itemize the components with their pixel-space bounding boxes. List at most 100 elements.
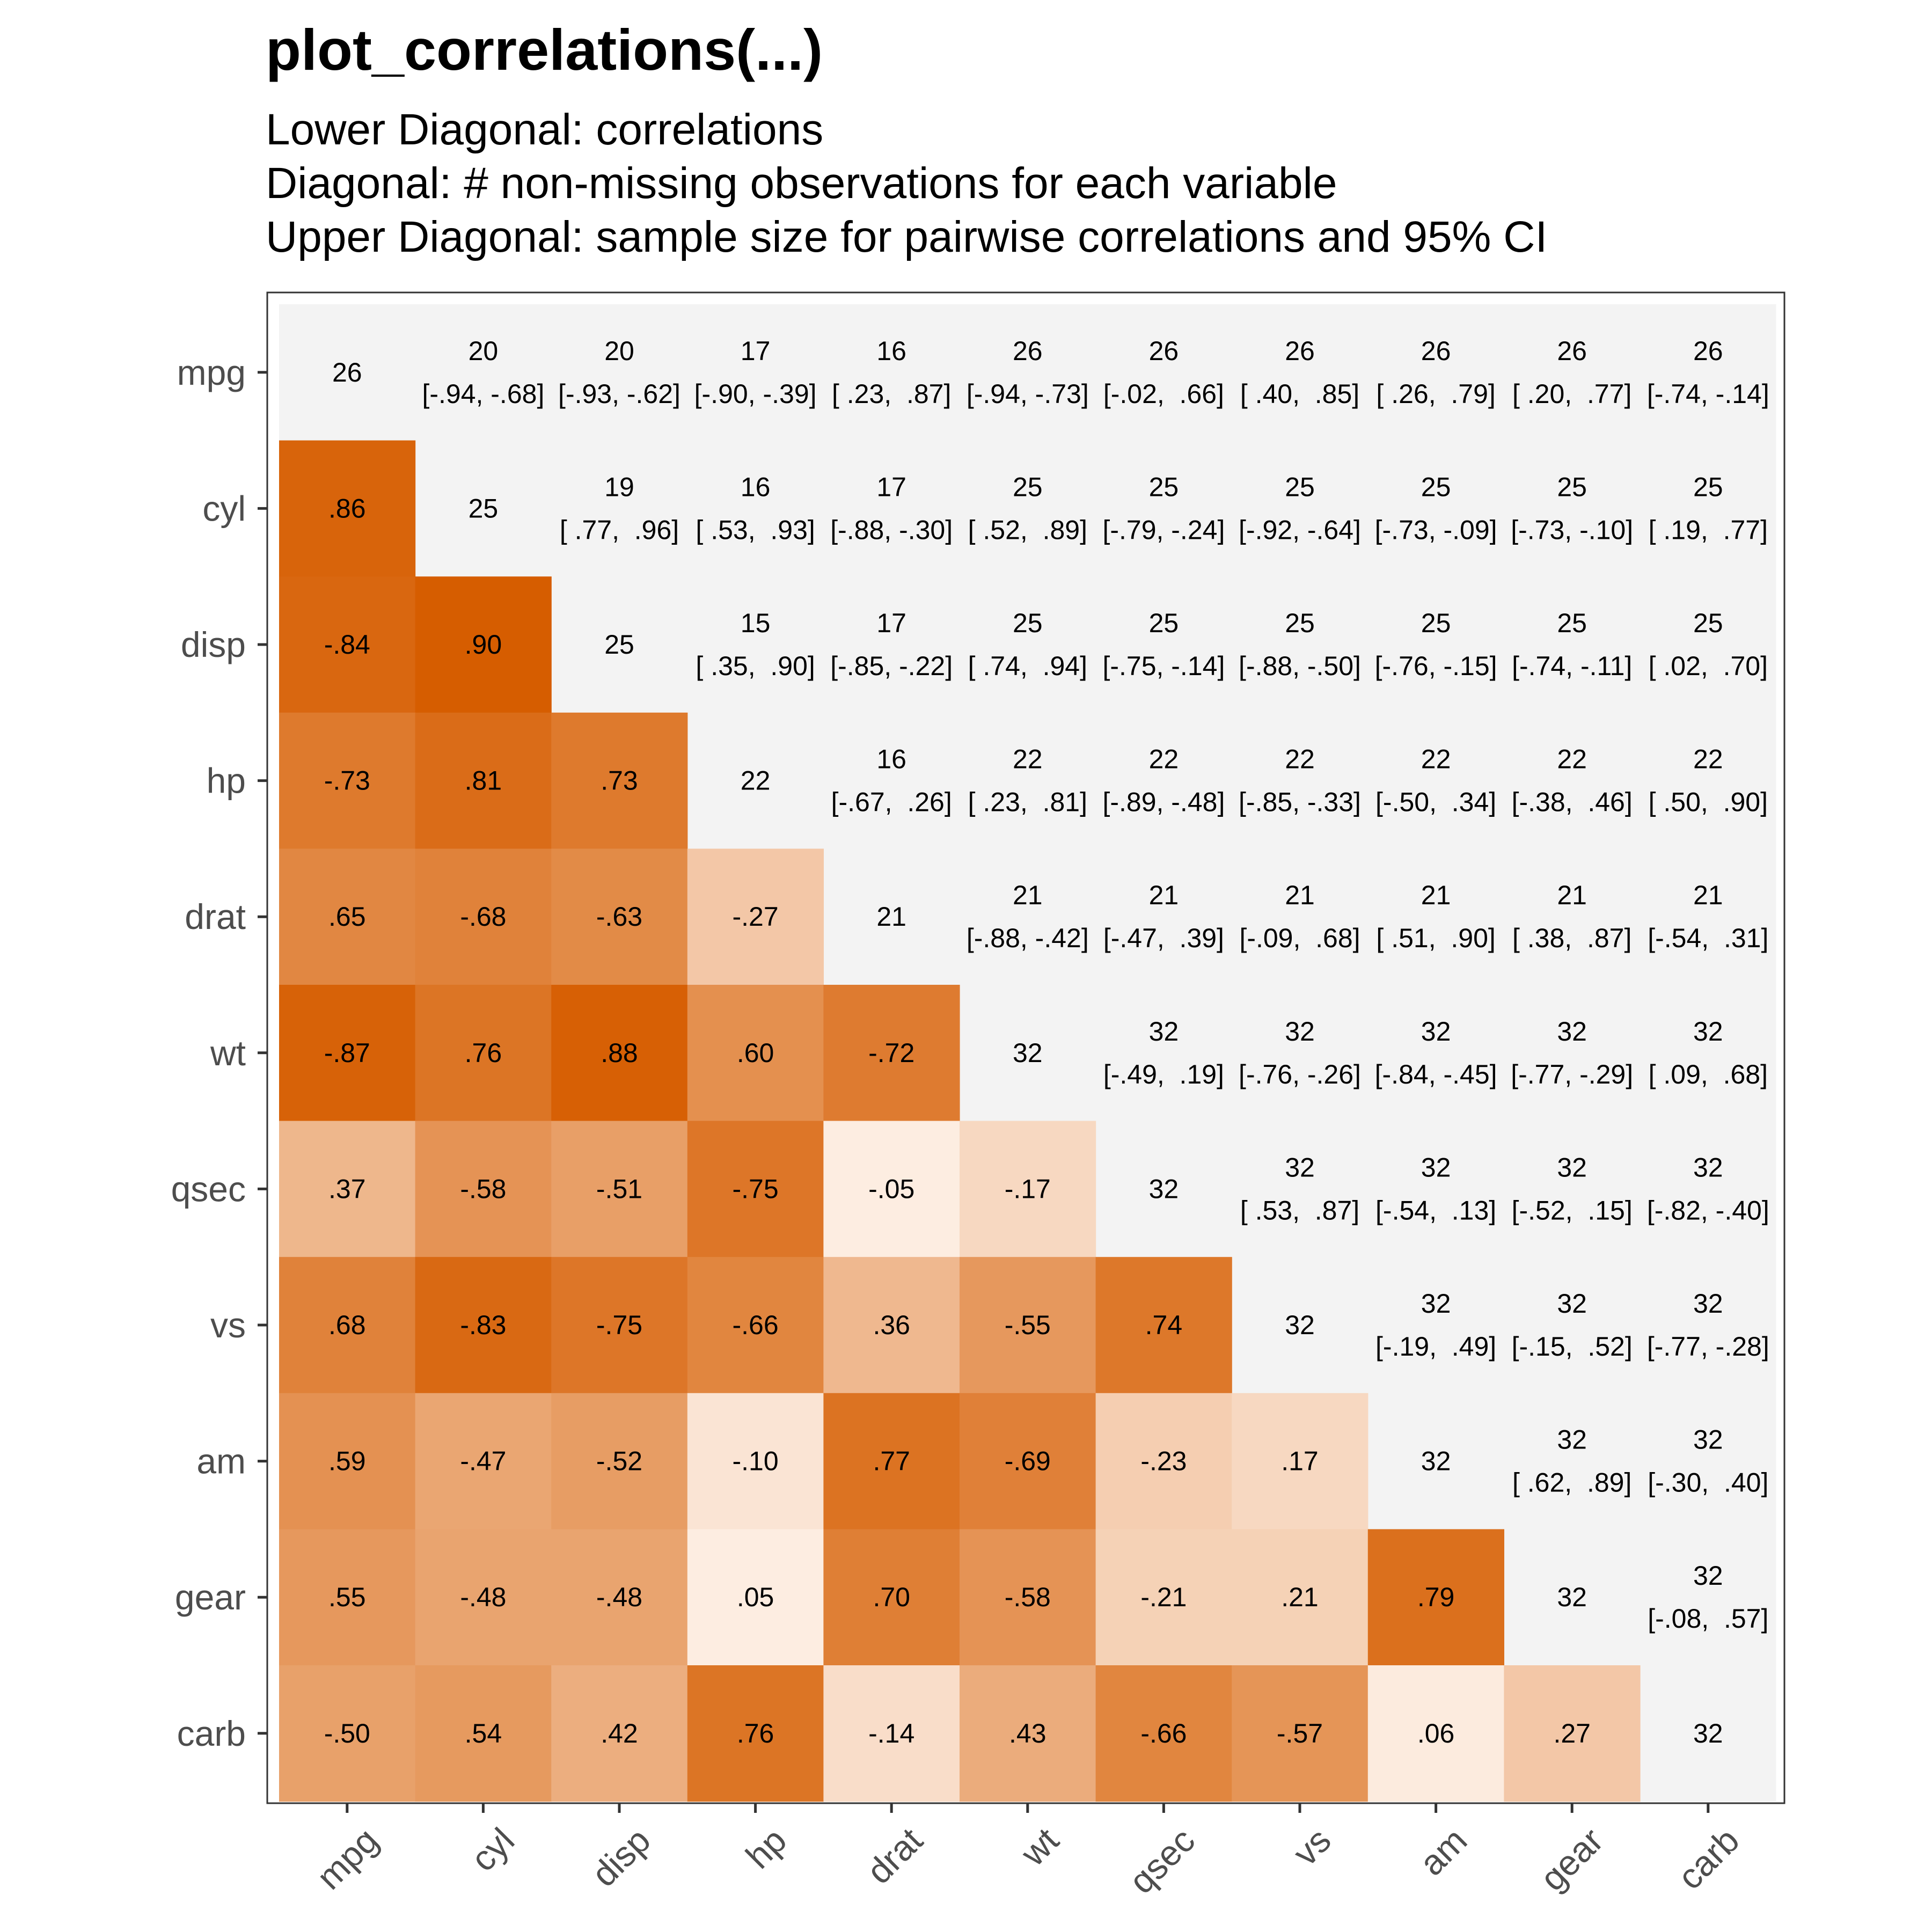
tile-gear-cyl	[415, 1529, 552, 1666]
tile-carb-mpg	[279, 1665, 416, 1802]
ci-label-disp-qsec: [-.75, -.14]	[1102, 651, 1225, 681]
tile-hp-cyl	[415, 712, 552, 849]
ci-label-disp-drat: [-.85, -.22]	[830, 651, 953, 681]
diagonal-n-label-am: 32	[1421, 1446, 1451, 1476]
pair-n-label-mpg-hp: 17	[741, 336, 771, 366]
pair-n-label-cyl-hp: 16	[741, 472, 771, 502]
correlation-label-am-mpg: .59	[328, 1446, 366, 1476]
tile-qsec-drat	[823, 1121, 960, 1257]
correlation-label-drat-hp: -.27	[733, 902, 779, 932]
pair-n-label-cyl-carb: 25	[1693, 472, 1723, 502]
pair-n-label-drat-qsec: 21	[1149, 880, 1179, 910]
pair-n-label-gear-carb: 32	[1693, 1561, 1723, 1591]
diagonal-n-label-qsec: 32	[1149, 1174, 1179, 1204]
tile-cyl-mpg	[279, 440, 416, 577]
correlation-label-wt-mpg: -.87	[324, 1038, 370, 1068]
ci-label-disp-carb: [ .02, .70]	[1649, 651, 1768, 681]
pair-n-label-disp-drat: 17	[876, 608, 906, 638]
correlation-label-carb-wt: .43	[1009, 1718, 1046, 1748]
pair-n-label-hp-qsec: 22	[1149, 744, 1179, 774]
pair-n-label-mpg-disp: 20	[604, 336, 634, 366]
tile-am-cyl	[415, 1393, 552, 1529]
correlation-label-wt-disp: .88	[601, 1038, 638, 1068]
ci-label-qsec-vs: [ .53, .87]	[1240, 1195, 1359, 1225]
diagonal-n-label-vs: 32	[1285, 1310, 1315, 1340]
tile-drat-mpg	[279, 848, 416, 985]
ci-label-mpg-gear: [ .20, .77]	[1512, 379, 1631, 409]
tile-vs-cyl	[415, 1257, 552, 1394]
panel-border	[266, 291, 1785, 1804]
pair-n-label-cyl-vs: 25	[1285, 472, 1315, 502]
ci-label-cyl-gear: [-.73, -.10]	[1511, 515, 1633, 545]
ci-label-vs-am: [-.19, .49]	[1375, 1331, 1496, 1362]
ci-label-mpg-hp: [-.90, -.39]	[694, 379, 817, 409]
ci-label-cyl-wt: [ .52, .89]	[968, 515, 1087, 545]
correlation-label-vs-wt: -.55	[1005, 1310, 1051, 1340]
ci-label-hp-gear: [-.38, .46]	[1512, 787, 1633, 817]
pair-n-label-drat-vs: 21	[1285, 880, 1315, 910]
pair-n-label-cyl-disp: 19	[604, 472, 634, 502]
ci-label-am-carb: [-.30, .40]	[1648, 1468, 1768, 1498]
tile-am-qsec	[1095, 1393, 1232, 1529]
pair-n-label-wt-carb: 32	[1693, 1016, 1723, 1046]
correlation-label-am-vs: .17	[1281, 1446, 1319, 1476]
pair-n-label-mpg-cyl: 20	[469, 336, 499, 366]
x-tick-label-mpg: mpg	[309, 1820, 386, 1897]
tile-wt-mpg	[279, 985, 416, 1122]
correlation-label-carb-drat: -.14	[868, 1718, 914, 1748]
x-tick-label-vs: vs	[1285, 1820, 1338, 1874]
correlation-label-drat-disp: -.63	[596, 902, 642, 932]
correlation-label-vs-cyl: -.83	[460, 1310, 506, 1340]
tile-drat-hp	[687, 848, 824, 985]
correlation-label-disp-mpg: -.84	[324, 630, 370, 660]
ci-label-disp-vs: [-.88, -.50]	[1239, 651, 1361, 681]
tile-carb-cyl	[415, 1665, 552, 1802]
y-tick-label-drat: drat	[185, 897, 246, 936]
pair-n-label-disp-gear: 25	[1557, 608, 1587, 638]
correlation-label-qsec-wt: -.17	[1005, 1174, 1051, 1204]
correlation-label-gear-wt: -.58	[1005, 1582, 1051, 1612]
y-tick-label-gear: gear	[175, 1577, 246, 1617]
correlation-label-disp-cyl: .90	[465, 630, 502, 660]
diagonal-n-label-disp: 25	[604, 630, 634, 660]
diagonal-n-label-cyl: 25	[469, 493, 499, 523]
tile-gear-am	[1367, 1529, 1504, 1666]
pair-n-label-hp-am: 22	[1421, 744, 1451, 774]
pair-n-label-wt-qsec: 32	[1149, 1016, 1179, 1046]
tile-qsec-cyl	[415, 1121, 552, 1257]
tile-carb-vs	[1232, 1665, 1368, 1802]
pair-n-label-disp-carb: 25	[1693, 608, 1723, 638]
ci-label-cyl-hp: [ .53, .93]	[696, 515, 815, 545]
ci-label-mpg-vs: [ .40, .85]	[1240, 379, 1359, 409]
correlation-label-gear-disp: -.48	[596, 1582, 642, 1612]
ci-label-wt-gear: [-.77, -.29]	[1511, 1059, 1633, 1089]
pair-n-label-mpg-am: 26	[1421, 336, 1451, 366]
correlation-label-wt-cyl: .76	[465, 1038, 502, 1068]
correlation-label-am-drat: .77	[873, 1446, 910, 1476]
ci-label-gear-carb: [-.08, .57]	[1648, 1604, 1768, 1634]
correlation-label-qsec-mpg: .37	[328, 1174, 366, 1204]
tile-am-mpg	[279, 1393, 416, 1529]
tile-vs-hp	[687, 1257, 824, 1394]
ci-label-mpg-qsec: [-.02, .66]	[1103, 379, 1224, 409]
y-tick-label-disp: disp	[181, 625, 246, 664]
correlation-label-carb-gear: .27	[1553, 1718, 1591, 1748]
ci-label-qsec-gear: [-.52, .15]	[1512, 1195, 1633, 1225]
ci-label-qsec-am: [-.54, .13]	[1375, 1195, 1496, 1225]
correlation-label-carb-cyl: .54	[465, 1718, 502, 1748]
tile-wt-cyl	[415, 985, 552, 1122]
ci-label-mpg-cyl: [-.94, -.68]	[422, 379, 544, 409]
ci-label-am-gear: [ .62, .89]	[1512, 1468, 1631, 1498]
ci-label-mpg-wt: [-.94, -.73]	[967, 379, 1089, 409]
ci-label-cyl-vs: [-.92, -.64]	[1239, 515, 1361, 545]
ci-label-hp-drat: [-.67, .26]	[831, 787, 952, 817]
diagonal-n-label-drat: 21	[876, 902, 906, 932]
x-tick-label-gear: gear	[1532, 1820, 1611, 1899]
tile-qsec-mpg	[279, 1121, 416, 1257]
correlation-label-drat-mpg: .65	[328, 902, 366, 932]
pair-n-label-cyl-qsec: 25	[1149, 472, 1179, 502]
correlation-label-wt-drat: -.72	[868, 1038, 914, 1068]
ci-label-drat-qsec: [-.47, .39]	[1103, 923, 1224, 953]
tile-hp-disp	[551, 712, 688, 849]
pair-n-label-disp-am: 25	[1421, 608, 1451, 638]
